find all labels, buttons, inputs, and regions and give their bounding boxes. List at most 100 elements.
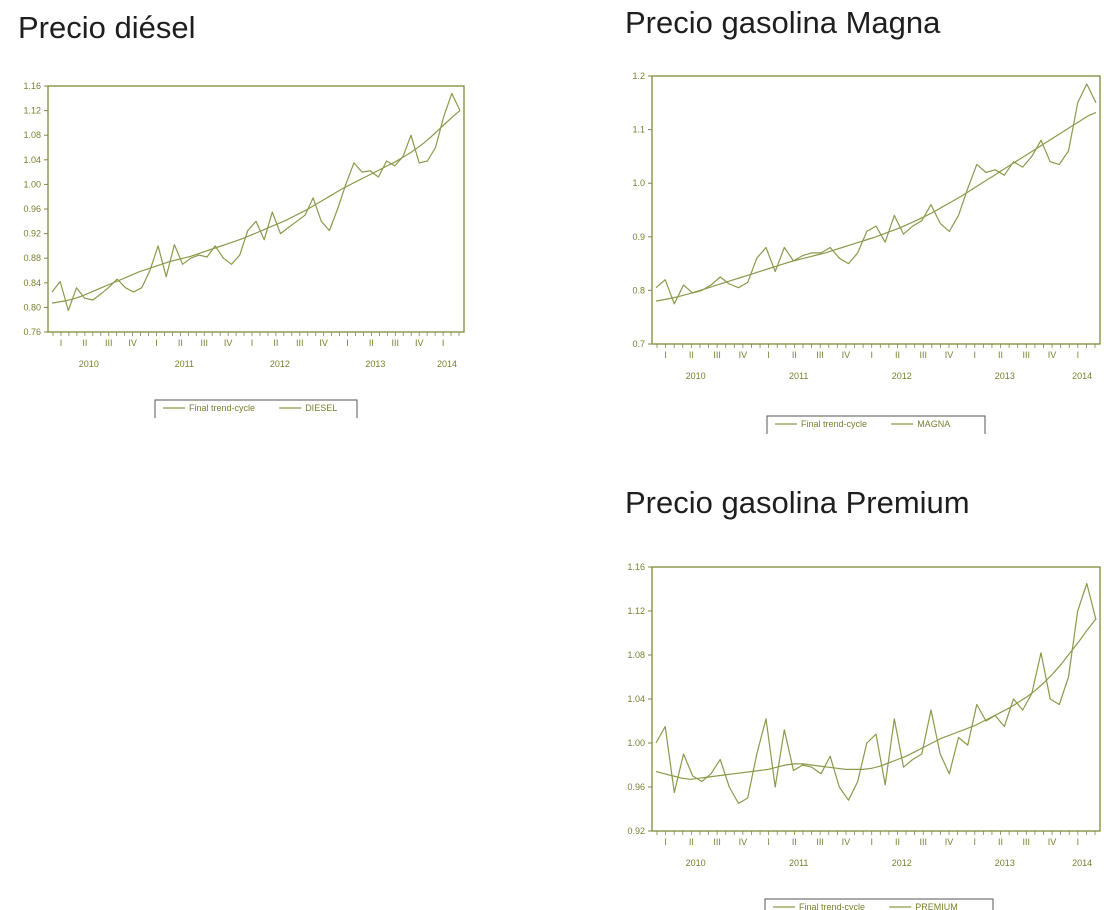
- x-quarter-label: IV: [1048, 350, 1057, 360]
- x-quarter-label: II: [178, 338, 183, 348]
- x-quarter-label: I: [60, 338, 63, 348]
- y-tick-label: 1.08: [23, 130, 41, 140]
- x-quarter-label: III: [105, 338, 113, 348]
- x-quarter-label: IV: [739, 837, 748, 847]
- x-quarter-label: IV: [415, 338, 424, 348]
- x-year-label: 2014: [437, 359, 457, 369]
- x-quarter-label: II: [895, 837, 900, 847]
- x-year-label: 2013: [995, 858, 1015, 868]
- y-tick-label: 1.04: [627, 694, 645, 704]
- x-quarter-label: II: [998, 837, 1003, 847]
- y-tick-label: 0.96: [23, 204, 41, 214]
- series-line-diesel: [51, 92, 461, 312]
- x-quarter-label: II: [82, 338, 87, 348]
- y-tick-label: 1.16: [23, 81, 41, 91]
- x-quarter-label: III: [1023, 837, 1031, 847]
- x-quarter-label: III: [392, 338, 400, 348]
- x-quarter-label: I: [974, 837, 977, 847]
- x-year-label: 2011: [175, 359, 194, 369]
- x-quarter-label: II: [792, 350, 797, 360]
- legend-entry: PREMIUM: [915, 902, 958, 910]
- chart-title-magna: Precio gasolina Magna: [625, 5, 941, 40]
- legend-box: [766, 415, 986, 434]
- series-line-final-trend-cycle: [655, 618, 1097, 780]
- y-tick-label: 1.2: [632, 71, 645, 81]
- x-year-label: 2014: [1072, 371, 1092, 381]
- x-quarter-label: I: [870, 837, 873, 847]
- series-line-magna: [655, 83, 1097, 305]
- x-quarter-label: II: [689, 350, 694, 360]
- y-tick-label: 0.88: [23, 253, 41, 263]
- x-quarter-label: I: [767, 837, 770, 847]
- x-quarter-label: IV: [842, 350, 851, 360]
- x-quarter-label: I: [1077, 837, 1080, 847]
- plot-frame: [651, 75, 1101, 345]
- y-tick-label: 1.00: [23, 179, 41, 189]
- x-quarter-label: IV: [945, 837, 954, 847]
- chart-diesel: 0.76 0.80 0.84 0.88 0.92 0.96 1.00 1.04 1.08 1.12…: [23, 81, 465, 418]
- x-quarter-label: I: [155, 338, 158, 348]
- chart-magna: 0.70.80.91.01.11.2I II III IV I II III IV I II III…: [632, 71, 1101, 434]
- x-year-label: 2011: [789, 858, 808, 868]
- legend-box: [764, 898, 994, 910]
- series-line-premium: [655, 582, 1097, 805]
- y-tick-label: 0.9: [632, 232, 645, 242]
- x-quarter-label: I: [664, 350, 667, 360]
- x-quarter-label: I: [870, 350, 873, 360]
- legend-entry: Final trend-cycle: [799, 902, 865, 910]
- x-quarter-label: IV: [842, 837, 851, 847]
- y-tick-label: 0.80: [23, 302, 41, 312]
- x-quarter-label: II: [689, 837, 694, 847]
- x-quarter-label: II: [369, 338, 374, 348]
- y-tick-label: 0.8: [632, 285, 645, 295]
- y-tick-label: 0.7: [632, 339, 645, 349]
- x-year-label: 2010: [686, 371, 706, 381]
- x-quarter-label: I: [974, 350, 977, 360]
- series-line-final-trend-cycle: [51, 110, 461, 304]
- x-quarter-label: III: [919, 837, 927, 847]
- x-quarter-label: IV: [224, 338, 233, 348]
- x-quarter-label: II: [998, 350, 1003, 360]
- x-quarter-label: I: [767, 350, 770, 360]
- x-year-label: 2013: [365, 359, 385, 369]
- x-quarter-label: III: [713, 350, 721, 360]
- series-line-final-trend-cycle: [655, 111, 1097, 302]
- x-year-label: 2012: [892, 371, 912, 381]
- x-year-label: 2014: [1072, 858, 1092, 868]
- x-quarter-label: III: [816, 350, 824, 360]
- x-quarter-label: I: [442, 338, 445, 348]
- chart-title-diesel: Precio diésel: [18, 10, 196, 45]
- x-quarter-label: III: [296, 338, 304, 348]
- x-quarter-label: III: [919, 350, 927, 360]
- x-year-label: 2012: [270, 359, 290, 369]
- plot-frame: [651, 566, 1101, 832]
- legend-entry: DIESEL: [305, 403, 337, 413]
- y-tick-label: 0.92: [23, 229, 41, 239]
- x-quarter-label: II: [792, 837, 797, 847]
- x-quarter-label: I: [664, 837, 667, 847]
- y-tick-label: 1.08: [627, 650, 645, 660]
- x-quarter-label: III: [816, 837, 824, 847]
- x-year-label: 2012: [892, 858, 912, 868]
- y-tick-label: 1.12: [627, 606, 645, 616]
- legend-entry: MAGNA: [917, 419, 950, 429]
- legend-entry: Final trend-cycle: [801, 419, 867, 429]
- x-quarter-label: IV: [945, 350, 954, 360]
- y-tick-label: 1.0: [632, 178, 645, 188]
- x-year-label: 2013: [995, 371, 1015, 381]
- x-quarter-label: IV: [319, 338, 328, 348]
- y-tick-label: 1.04: [23, 155, 41, 165]
- y-tick-label: 0.96: [627, 782, 645, 792]
- x-quarter-label: IV: [128, 338, 137, 348]
- x-quarter-label: IV: [1048, 837, 1057, 847]
- y-tick-label: 1.12: [23, 106, 41, 116]
- x-quarter-label: I: [251, 338, 254, 348]
- x-year-label: 2010: [79, 359, 99, 369]
- legend-entry: Final trend-cycle: [189, 403, 255, 413]
- y-tick-label: 0.76: [23, 327, 41, 337]
- legend-box: [154, 399, 358, 418]
- y-tick-label: 1.16: [627, 562, 645, 572]
- x-year-label: 2010: [686, 858, 706, 868]
- chart-title-premium: Precio gasolina Premium: [625, 485, 970, 520]
- x-quarter-label: III: [1023, 350, 1031, 360]
